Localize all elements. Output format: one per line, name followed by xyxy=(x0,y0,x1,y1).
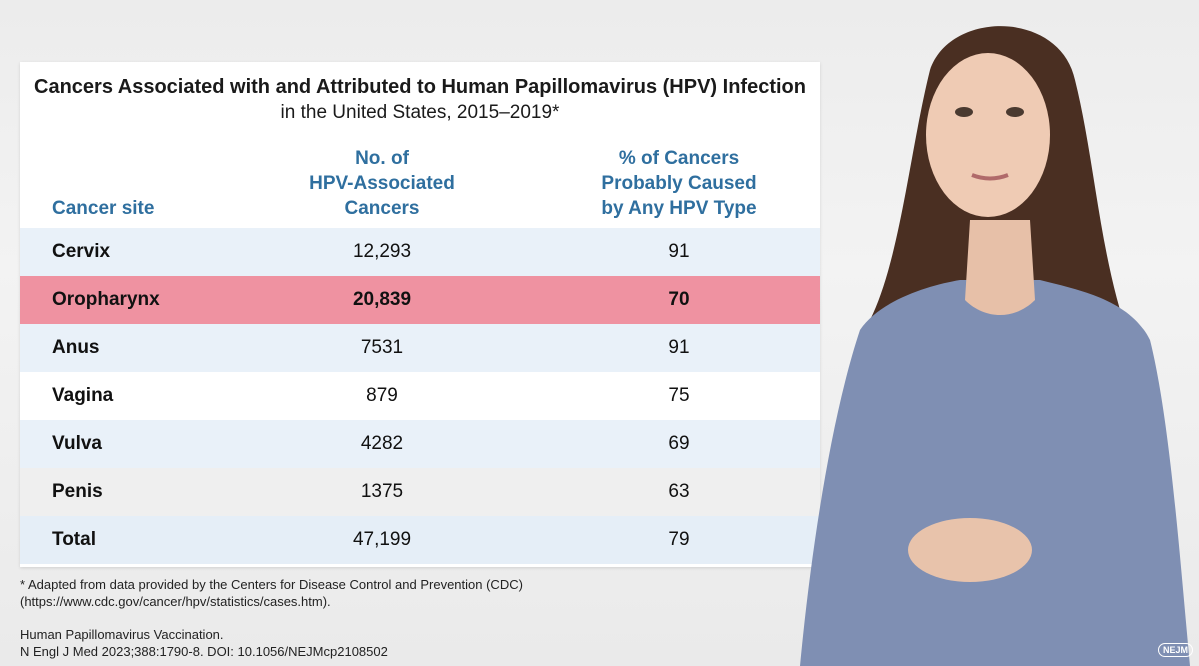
cell-pct: 70 xyxy=(668,289,690,310)
slide-title: Cancers Associated with and Attributed t… xyxy=(34,76,806,98)
cell-site: Vagina xyxy=(52,385,114,406)
cell-pct: 79 xyxy=(668,529,690,550)
footnote: * Adapted from data provided by the Cent… xyxy=(20,576,523,610)
citation: Human Papillomavirus Vaccination. N Engl… xyxy=(20,626,388,660)
cell-site: Cervix xyxy=(52,241,111,262)
table-slide: Cancers Associated with and Attributed t… xyxy=(20,62,820,567)
cell-site: Total xyxy=(52,529,96,550)
table-row: Anus 7531 91 xyxy=(20,324,820,372)
presenter-neck xyxy=(965,220,1035,315)
header-cancer-site: Cancer site xyxy=(52,198,155,219)
table-row-highlighted: Oropharynx 20,839 70 xyxy=(20,276,820,324)
footnote-line: (https://www.cdc.gov/cancer/hpv/statisti… xyxy=(20,594,331,609)
table-body: Cervix 12,293 91 Oropharynx 20,839 70 An… xyxy=(20,228,820,564)
cell-count: 4282 xyxy=(360,433,404,454)
table-row: Penis 1375 63 xyxy=(20,468,820,516)
cell-count: 1375 xyxy=(360,481,404,502)
header-pct-line: by Any HPV Type xyxy=(601,198,757,219)
presenter-mouth xyxy=(971,173,1009,181)
presenter-figure xyxy=(800,26,1190,666)
header-pct-line: % of Cancers xyxy=(618,148,740,169)
header-hpv-associated-count: No. of HPV-Associated Cancers xyxy=(282,146,482,221)
cell-pct: 69 xyxy=(668,433,690,454)
cell-site: Vulva xyxy=(52,433,102,454)
cell-pct: 91 xyxy=(668,241,690,262)
header-pct-line: Probably Caused xyxy=(601,173,757,194)
table-row: Vulva 4282 69 xyxy=(20,420,820,468)
cell-site: Oropharynx xyxy=(52,289,160,310)
cell-site: Penis xyxy=(52,481,103,502)
table-row-total: Total 47,199 79 xyxy=(20,516,820,564)
presenter-face xyxy=(926,53,1050,217)
presenter-eye xyxy=(1006,107,1024,117)
citation-line: N Engl J Med 2023;388:1790-8. DOI: 10.10… xyxy=(20,644,388,659)
cell-site: Anus xyxy=(52,337,100,358)
cell-pct: 63 xyxy=(668,481,690,502)
cell-count: 12,293 xyxy=(352,241,412,262)
presenter-hands xyxy=(908,518,1032,582)
table-row: Vagina 879 75 xyxy=(20,372,820,420)
table-row: Cervix 12,293 91 xyxy=(20,228,820,276)
header-count-line: HPV-Associated xyxy=(309,173,455,194)
presenter-blouse xyxy=(800,280,1190,666)
header-count-line: No. of xyxy=(355,148,409,169)
nejm-logo: NEJM xyxy=(1158,643,1194,657)
citation-line: Human Papillomavirus Vaccination. xyxy=(20,627,224,642)
header-percent-caused: % of Cancers Probably Caused by Any HPV … xyxy=(579,146,779,221)
cell-count: 20,839 xyxy=(352,289,412,310)
cell-count: 47,199 xyxy=(352,529,412,550)
cell-pct: 75 xyxy=(668,385,690,406)
presenter-eye xyxy=(955,107,973,117)
cell-count: 7531 xyxy=(360,337,404,358)
cell-pct: 91 xyxy=(668,337,690,358)
cell-count: 879 xyxy=(366,385,398,406)
footnote-line: * Adapted from data provided by the Cent… xyxy=(20,577,523,592)
slide-subtitle: in the United States, 2015–2019* xyxy=(280,102,560,123)
header-count-line: Cancers xyxy=(344,198,420,219)
